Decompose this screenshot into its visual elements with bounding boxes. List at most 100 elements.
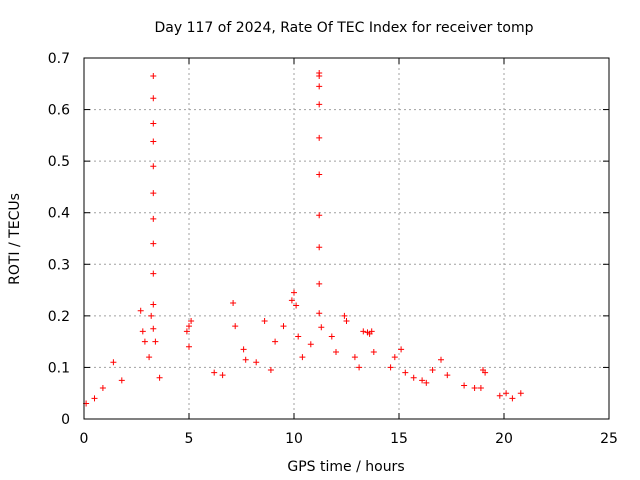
data-point [183, 328, 190, 335]
data-point [288, 297, 295, 304]
x-tick-label: 0 [80, 431, 89, 447]
data-point [230, 299, 237, 306]
data-point [232, 323, 239, 330]
data-point [280, 323, 287, 330]
data-point [370, 348, 377, 355]
data-point [261, 318, 268, 325]
x-tick-label: 15 [390, 431, 408, 447]
y-tick-label: 0.2 [48, 309, 70, 325]
plot-frame [83, 57, 610, 420]
data-point [316, 134, 323, 141]
data-point [402, 369, 409, 376]
data-point [444, 372, 451, 379]
data-point [139, 328, 146, 335]
data-point [316, 73, 323, 80]
data-point [482, 369, 489, 376]
data-point [351, 354, 358, 361]
data-point [150, 163, 157, 170]
data-point [150, 301, 157, 308]
y-tick-label: 0 [61, 412, 70, 428]
data-point [477, 385, 484, 392]
data-point [272, 338, 279, 345]
data-point [341, 312, 348, 319]
data-point [517, 390, 524, 397]
data-point [186, 323, 192, 330]
data-point [438, 356, 444, 363]
data-point [419, 377, 426, 384]
data-point [423, 379, 430, 386]
data-point [503, 390, 510, 397]
data-point [410, 374, 417, 381]
data-point [118, 377, 125, 384]
data-point [267, 367, 274, 374]
data-point [295, 333, 302, 340]
x-tick-label: 5 [185, 431, 194, 447]
data-point [299, 354, 306, 361]
data-point [343, 318, 350, 325]
data-point [150, 215, 157, 222]
data-point [91, 395, 98, 402]
data-point [461, 382, 468, 389]
data-point [150, 270, 157, 277]
data-point [496, 392, 503, 399]
data-point [150, 95, 157, 102]
data-point [328, 333, 335, 340]
data-point [110, 359, 117, 366]
data-point [318, 324, 325, 331]
data-point [152, 338, 159, 345]
data-point [150, 138, 157, 145]
chart-title: Day 117 of 2024, Rate Of TEC Index for r… [155, 20, 534, 36]
y-axis-label: ROTI / TECUs [7, 193, 23, 285]
data-point [391, 354, 398, 361]
data-point [150, 190, 157, 197]
data-point [333, 348, 339, 355]
data-point [150, 240, 157, 247]
x-axis-label: GPS time / hours [287, 459, 404, 475]
data-point [316, 101, 323, 108]
data-point [316, 310, 323, 317]
data-point [137, 307, 144, 314]
y-tick-label: 0.1 [48, 360, 70, 376]
data-point [150, 120, 157, 127]
y-tick-label: 0.7 [48, 51, 70, 67]
data-point [99, 385, 106, 392]
data-point [398, 346, 405, 353]
data-point [316, 212, 323, 219]
data-point [219, 372, 226, 379]
y-tick-label: 0.5 [48, 154, 70, 170]
y-tick-label: 0.4 [48, 206, 70, 222]
data-points [83, 69, 524, 407]
data-point [156, 374, 163, 381]
data-point [293, 302, 300, 309]
data-point [146, 354, 153, 361]
data-point [316, 83, 323, 90]
data-point [316, 244, 323, 251]
data-point [211, 369, 218, 376]
data-point [188, 318, 195, 325]
data-point [150, 325, 157, 332]
data-point [141, 338, 148, 345]
data-point [471, 385, 478, 392]
data-point [253, 359, 260, 366]
data-point [316, 171, 323, 178]
data-point [150, 73, 157, 80]
data-point [429, 367, 436, 374]
data-point [240, 346, 247, 353]
y-tick-label: 0.3 [48, 257, 70, 273]
x-tick-label: 10 [285, 431, 303, 447]
grid [84, 58, 609, 419]
x-tick-label: 25 [600, 431, 618, 447]
data-point [360, 328, 367, 335]
x-tick-label: 20 [495, 431, 513, 447]
data-point [291, 289, 297, 296]
data-point [242, 356, 249, 363]
data-point [509, 395, 516, 402]
data-point [368, 328, 375, 335]
data-point [387, 364, 394, 371]
data-point [186, 343, 192, 350]
data-point [307, 341, 314, 348]
data-point [356, 364, 363, 371]
data-point [316, 280, 323, 287]
data-point [148, 312, 155, 319]
